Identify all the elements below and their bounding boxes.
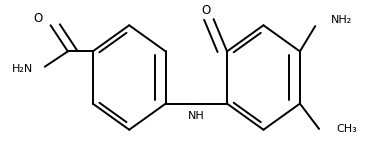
Text: NH₂: NH₂ — [331, 15, 353, 25]
Text: NH: NH — [188, 111, 205, 121]
Text: O: O — [201, 4, 210, 17]
Text: H₂N: H₂N — [12, 64, 33, 74]
Text: CH₃: CH₃ — [336, 124, 357, 134]
Text: O: O — [33, 12, 43, 25]
